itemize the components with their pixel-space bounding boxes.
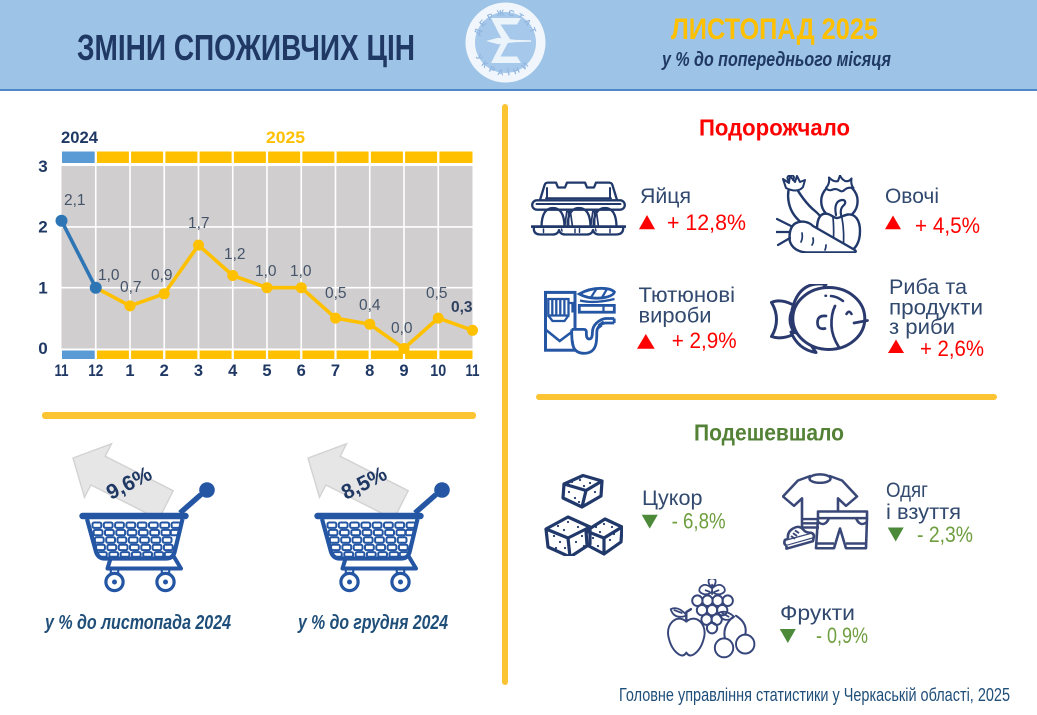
- svg-text:продукти: продукти: [889, 297, 983, 320]
- svg-text:10: 10: [430, 362, 446, 380]
- svg-text:11: 11: [466, 362, 480, 380]
- svg-text:1,0: 1,0: [98, 267, 120, 284]
- svg-text:+ 2,9%: + 2,9%: [672, 328, 737, 353]
- svg-text:2: 2: [38, 218, 47, 237]
- svg-text:8: 8: [365, 362, 374, 380]
- svg-text:Подешевшало: Подешевшало: [694, 420, 844, 446]
- svg-text:1,7: 1,7: [188, 215, 210, 232]
- svg-text:ЛИСТОПАД 2025: ЛИСТОПАД 2025: [671, 13, 878, 46]
- svg-text:1,2: 1,2: [224, 246, 246, 263]
- svg-text:1,0: 1,0: [290, 263, 312, 280]
- svg-text:2025: 2025: [266, 128, 305, 147]
- svg-text:+ 2,6%: + 2,6%: [920, 336, 984, 361]
- svg-text:2,1: 2,1: [64, 192, 86, 209]
- svg-text:0,7: 0,7: [120, 279, 142, 296]
- svg-text:0,4: 0,4: [359, 297, 381, 314]
- svg-text:вироби: вироби: [639, 305, 712, 328]
- svg-text:4: 4: [228, 362, 238, 380]
- svg-text:+ 4,5%: + 4,5%: [915, 213, 980, 238]
- svg-text:2024: 2024: [61, 128, 99, 147]
- svg-text:- 0,9%: - 0,9%: [816, 623, 868, 648]
- svg-text:у % до грудня 2024: у % до грудня 2024: [297, 612, 448, 634]
- svg-text:2: 2: [160, 362, 169, 380]
- svg-text:1: 1: [125, 362, 134, 380]
- svg-text:6: 6: [297, 362, 306, 380]
- svg-text:12: 12: [88, 362, 103, 380]
- svg-text:Риба та: Риба та: [889, 276, 967, 299]
- svg-text:0,5: 0,5: [426, 285, 448, 302]
- svg-text:3: 3: [38, 157, 47, 176]
- svg-text:з риби: з риби: [889, 316, 955, 339]
- svg-text:і взуття: і взуття: [886, 501, 961, 524]
- svg-text:3: 3: [194, 362, 203, 380]
- svg-text:1: 1: [38, 279, 47, 298]
- svg-text:- 2,3%: - 2,3%: [917, 522, 973, 547]
- svg-text:11: 11: [55, 362, 69, 380]
- svg-text:Цукор: Цукор: [642, 487, 703, 510]
- svg-text:9: 9: [399, 362, 408, 380]
- svg-text:7: 7: [331, 362, 340, 380]
- svg-text:0,3: 0,3: [451, 299, 473, 316]
- svg-text:Головне управління статистики: Головне управління статистики у Черкаськ…: [619, 685, 1010, 705]
- svg-text:ЗМІНИ СПОЖИВЧИХ ЦІН: ЗМІНИ СПОЖИВЧИХ ЦІН: [77, 27, 415, 68]
- svg-text:0,9: 0,9: [151, 267, 173, 284]
- svg-text:0,0: 0,0: [391, 320, 413, 337]
- svg-text:Тютюнові: Тютюнові: [639, 284, 736, 307]
- svg-text:Фрукти: Фрукти: [780, 602, 855, 625]
- svg-text:у % до листопада 2024: у % до листопада 2024: [44, 612, 231, 634]
- svg-text:0,5: 0,5: [325, 285, 347, 302]
- svg-text:у % до попереднього місяця: у % до попереднього місяця: [661, 48, 891, 71]
- svg-text:Яйця: Яйця: [640, 185, 691, 208]
- svg-text:1,0: 1,0: [255, 263, 277, 280]
- svg-text:+ 12,8%: + 12,8%: [667, 210, 746, 235]
- svg-text:Овочі: Овочі: [885, 185, 939, 208]
- svg-text:Подорожчало: Подорожчало: [699, 115, 850, 141]
- svg-text:5: 5: [262, 362, 271, 380]
- svg-text:0: 0: [38, 339, 47, 358]
- svg-text:Одяг: Одяг: [886, 479, 928, 502]
- svg-text:- 6,8%: - 6,8%: [672, 509, 726, 534]
